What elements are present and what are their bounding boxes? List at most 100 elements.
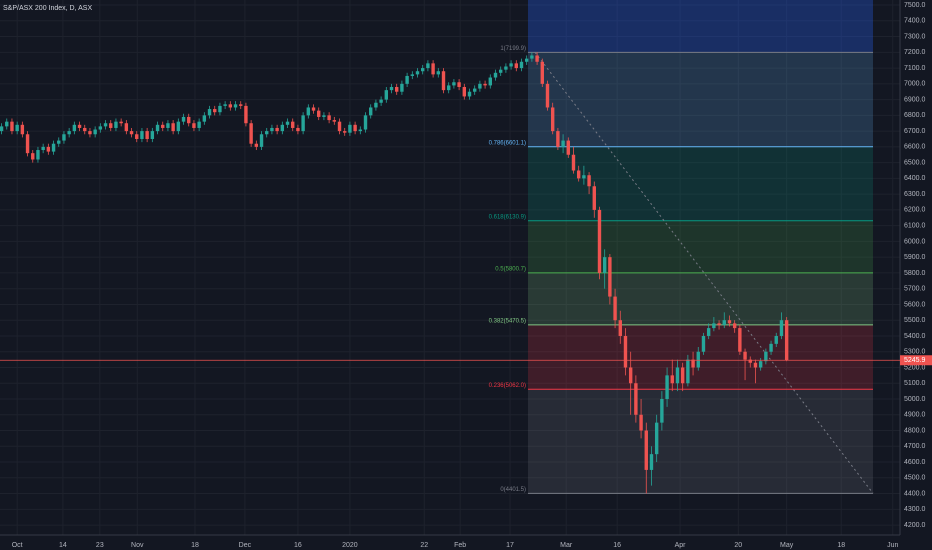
candle-body (322, 115, 326, 117)
candle-body (769, 343, 773, 352)
candle-body (400, 83, 404, 92)
candle-body (654, 422, 659, 455)
candle-body (296, 127, 300, 132)
candle-body (358, 129, 363, 132)
candle-body (103, 123, 108, 127)
candle-body (660, 399, 664, 423)
y-tick-label: 6400.0 (904, 175, 926, 182)
candle-body (317, 110, 321, 117)
candle-body (675, 367, 680, 384)
candle-body (784, 320, 789, 361)
candle-body (628, 367, 633, 384)
candle-body (51, 143, 56, 152)
y-tick-label: 7100.0 (904, 65, 926, 72)
candle-body (109, 123, 113, 128)
candle-body (83, 127, 87, 132)
y-tick-label: 6700.0 (904, 128, 926, 135)
candle-body (166, 123, 170, 128)
y-tick-label: 4900.0 (904, 412, 926, 419)
candle-body (488, 77, 492, 86)
candle-body (306, 107, 311, 116)
candle-body (150, 131, 155, 139)
candle-body (135, 134, 139, 139)
candle-body (31, 153, 35, 160)
x-tick-label: 20 (734, 542, 742, 549)
y-tick-label: 5800.0 (904, 270, 926, 277)
candle-body (405, 75, 409, 84)
candle-body (259, 134, 264, 147)
candle-body (691, 359, 695, 368)
candle-body (228, 104, 233, 108)
candle-body (301, 115, 305, 132)
y-tick-label: 5300.0 (904, 349, 926, 356)
candle-body (25, 134, 30, 154)
candle-body (155, 124, 160, 132)
fib-band (528, 52, 873, 147)
candle-body (483, 83, 487, 86)
candle-body (431, 63, 435, 75)
candle-body (774, 335, 778, 344)
x-tick-label: Jun (887, 542, 898, 549)
candle-body (5, 121, 9, 127)
candle-body (613, 296, 617, 321)
y-tick-label: 4600.0 (904, 459, 926, 466)
candle-body (140, 131, 144, 139)
candle-body (753, 362, 758, 368)
candle-body (114, 121, 118, 128)
y-tick-label: 7300.0 (904, 33, 926, 40)
candle-body (275, 127, 279, 132)
candle-body (582, 175, 586, 179)
candle-body (389, 86, 394, 91)
y-tick-label: 7000.0 (904, 81, 926, 88)
candle-body (556, 131, 560, 147)
candle-body (207, 109, 212, 116)
x-tick-label: 17 (506, 542, 514, 549)
candle-body (452, 82, 456, 86)
x-tick-label: Apr (675, 542, 687, 549)
candle-body (447, 85, 451, 91)
candle-body (592, 186, 596, 210)
candle-body (467, 91, 472, 97)
x-tick-label: 2020 (342, 542, 358, 549)
candle-body (410, 74, 415, 76)
y-tick-label: 6300.0 (904, 191, 926, 198)
fib-label: 1(7199.9) (500, 46, 526, 52)
candle-body (457, 82, 461, 87)
fib-band (528, 389, 873, 494)
fib-band (528, 324, 873, 390)
y-tick-label: 5400.0 (904, 333, 926, 340)
candle-body (535, 55, 539, 62)
candle-body (67, 131, 71, 135)
candle-body (717, 323, 721, 325)
candle-body (244, 105, 248, 124)
y-tick-label: 5200.0 (904, 364, 926, 371)
y-tick-label: 4500.0 (904, 475, 926, 482)
candle-body (93, 129, 97, 135)
candle-body (20, 124, 25, 135)
candle-body (88, 131, 92, 135)
y-tick-label: 4300.0 (904, 506, 926, 513)
candle-body (395, 86, 399, 92)
y-tick-label: 4800.0 (904, 427, 926, 434)
candle-body (145, 131, 149, 139)
x-tick-label: Nov (131, 542, 144, 549)
x-tick-label: 16 (294, 542, 302, 549)
candle-body (192, 123, 196, 128)
y-tick-label: 5700.0 (904, 286, 926, 293)
y-tick-label: 5900.0 (904, 254, 926, 261)
y-tick-label: 5000.0 (904, 396, 926, 403)
candle-body (514, 63, 518, 69)
candle-body (462, 86, 466, 97)
candle-body (415, 71, 420, 75)
candle-body (176, 121, 181, 132)
y-tick-label: 5600.0 (904, 301, 926, 308)
candle-body (36, 150, 40, 160)
fib-label: 0.382(5470.5) (489, 318, 526, 324)
candle-body (265, 131, 269, 135)
candle-body (348, 124, 352, 133)
x-tick-label: 18 (191, 542, 199, 549)
y-tick-label: 6800.0 (904, 112, 926, 119)
candle-body (779, 320, 784, 336)
candle-body (374, 102, 378, 108)
